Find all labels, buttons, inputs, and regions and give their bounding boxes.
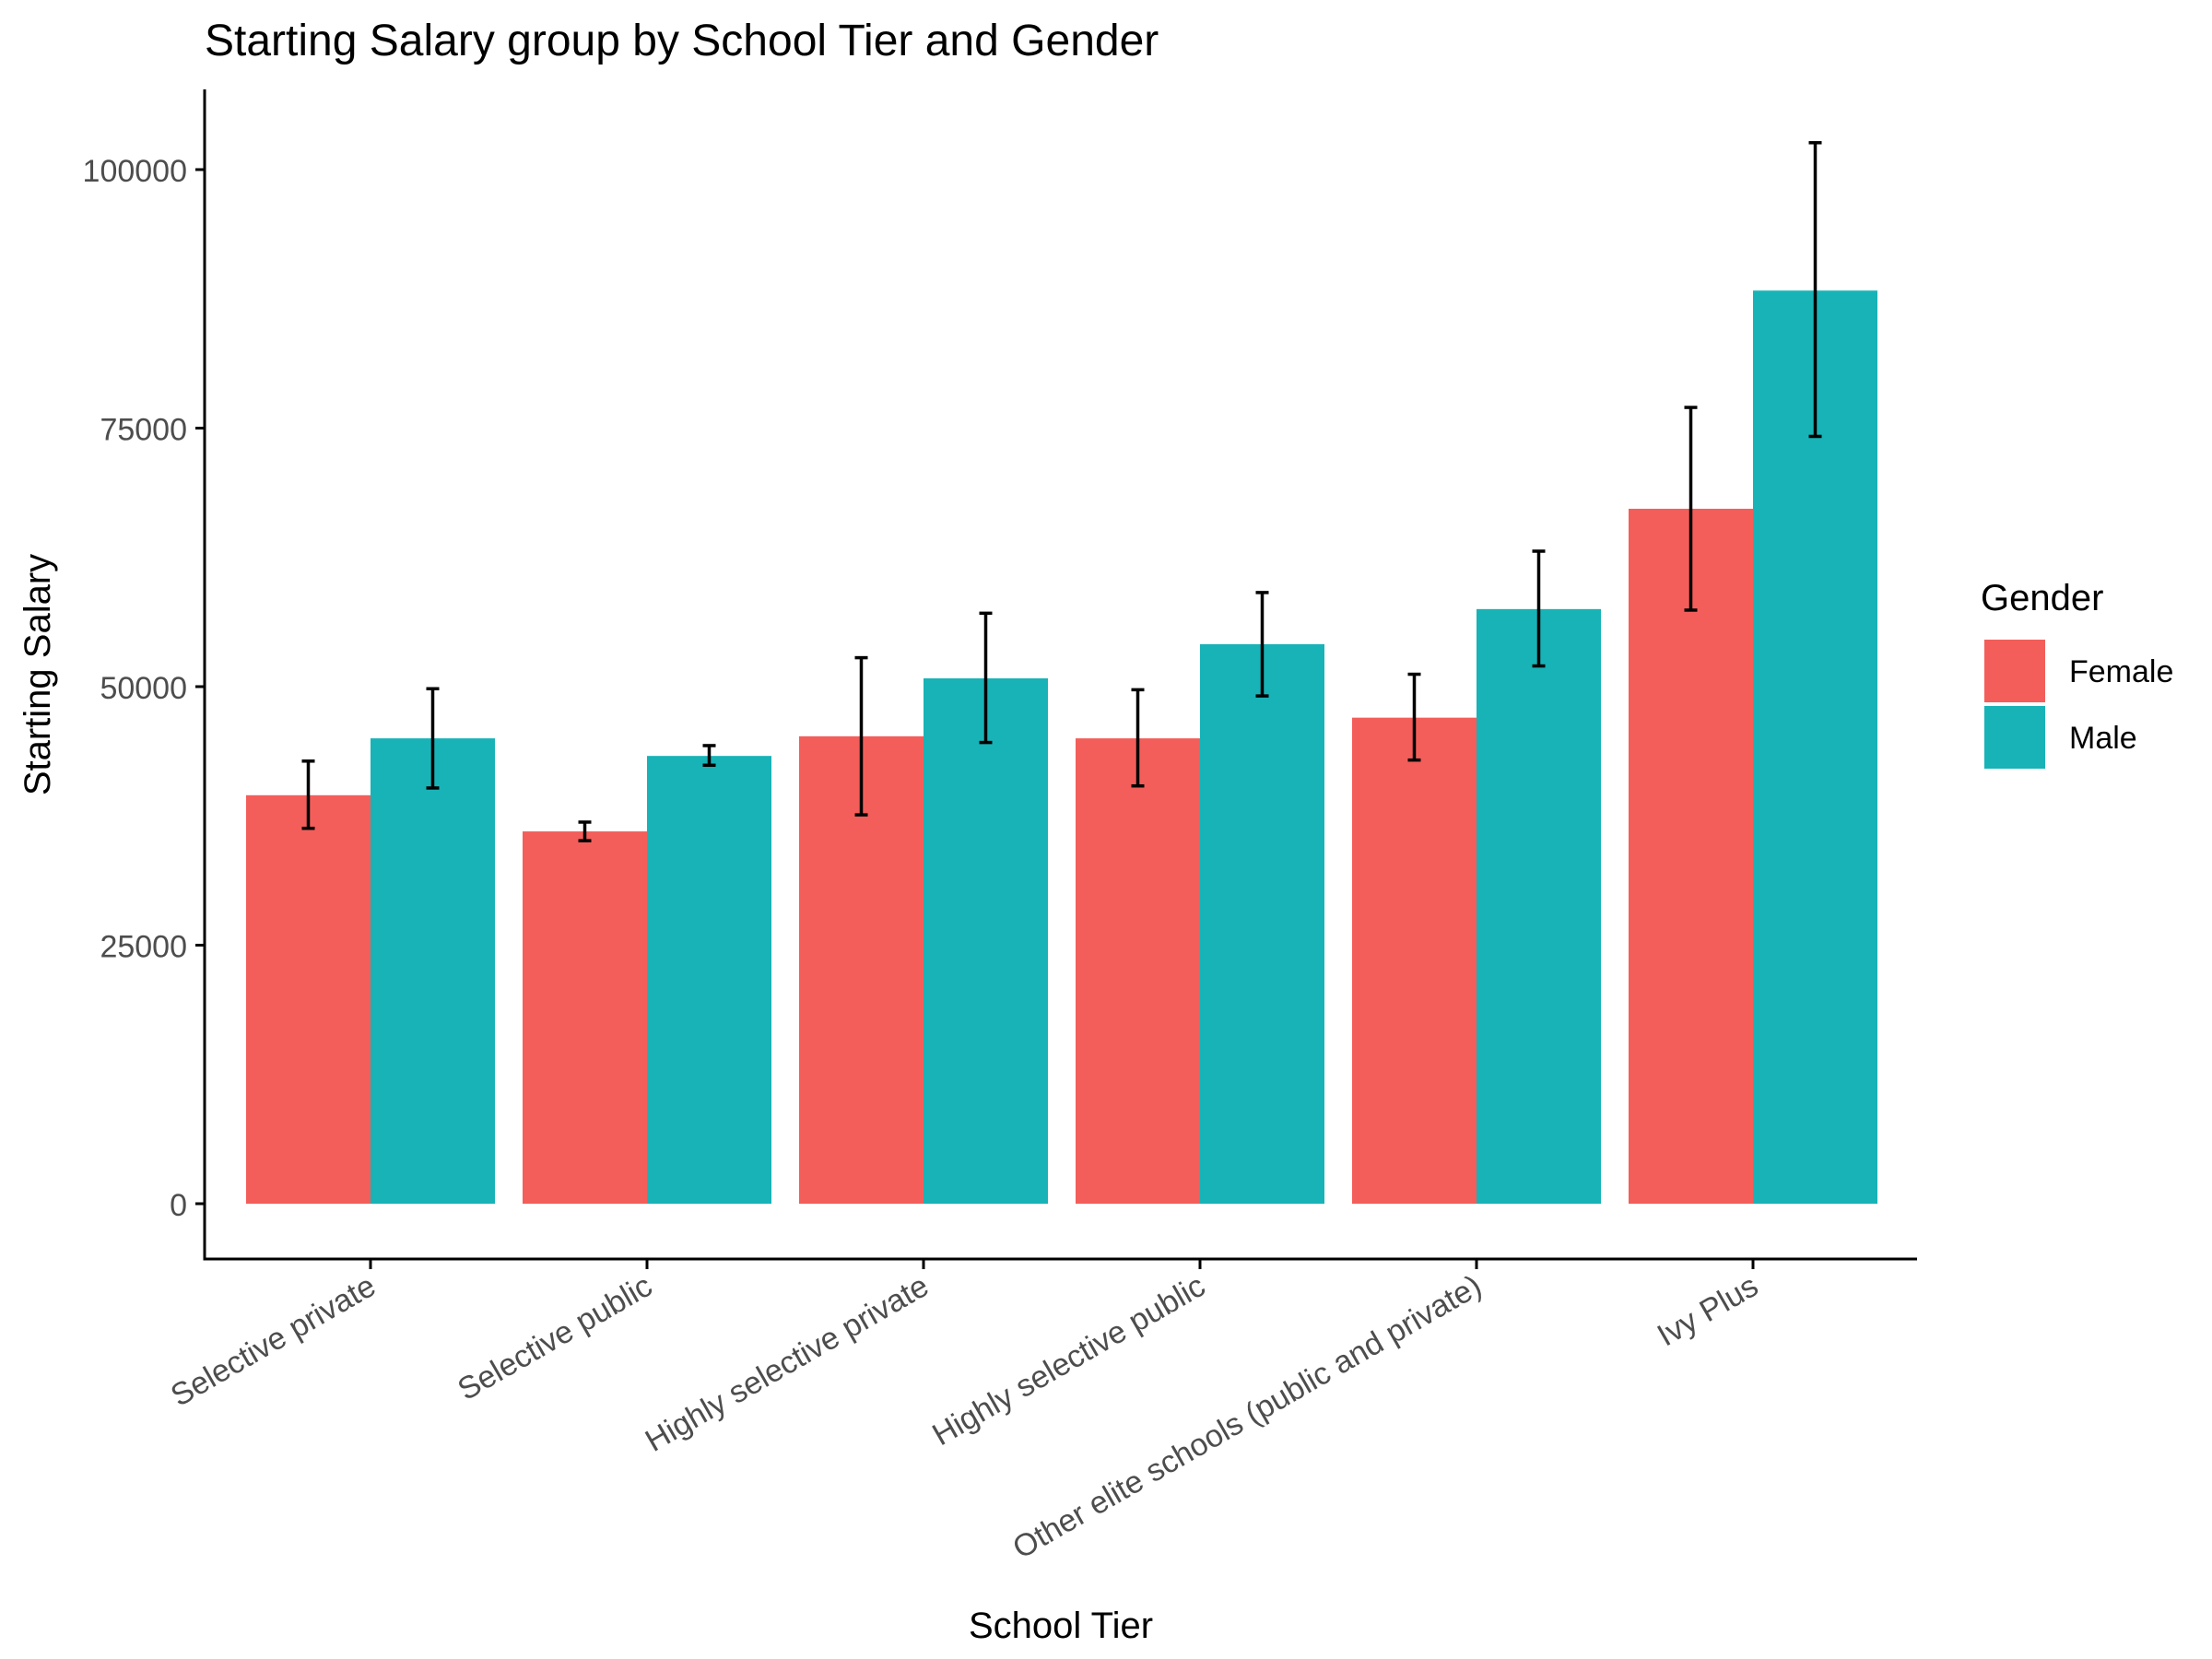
bar-male-1 [647, 756, 771, 1204]
bar-female-3 [1076, 738, 1200, 1204]
bar-male-5 [1753, 290, 1877, 1204]
y-tick-label: 0 [170, 1188, 187, 1223]
y-tick-label: 100000 [83, 154, 187, 189]
error-bar-male-4 [1532, 549, 1546, 668]
x-tick-label: Highly selective public [926, 1268, 1211, 1453]
error-bar-male-3 [1255, 591, 1269, 698]
x-tick-label: Highly selective private [640, 1268, 935, 1459]
x-tick-label: Selective public [452, 1268, 658, 1407]
error-bar-male-0 [426, 687, 440, 790]
plot-area [246, 141, 1877, 1204]
error-bar-male-1 [702, 744, 716, 768]
error-bar-female-2 [854, 655, 868, 817]
bar-female-4 [1352, 717, 1477, 1204]
bar-male-4 [1477, 608, 1601, 1204]
bar-male-0 [371, 738, 495, 1204]
bar-female-0 [246, 794, 371, 1204]
bar-male-2 [924, 678, 1048, 1204]
y-tick-label: 75000 [100, 413, 187, 448]
error-bar-female-4 [1407, 672, 1421, 762]
legend-item-female: Female [1984, 640, 2173, 702]
error-bar-female-3 [1131, 688, 1145, 788]
x-tick-label: Selective private [165, 1268, 382, 1414]
bar-female-1 [523, 831, 647, 1204]
error-bar-female-1 [578, 820, 592, 842]
bar-female-5 [1629, 509, 1753, 1204]
y-axis-ticks: 0 25000 50000 75000 100000 [83, 154, 205, 1223]
error-bar-female-0 [301, 759, 315, 830]
y-tick-label: 50000 [100, 671, 187, 706]
x-axis-title: School Tier [969, 1606, 1153, 1646]
error-bar-male-2 [979, 611, 993, 745]
x-axis-ticks: Selective private Selective publicHighly … [165, 1259, 1764, 1566]
legend-swatch [1984, 640, 2045, 702]
legend-swatch [1984, 706, 2045, 769]
error-bar-female-5 [1684, 406, 1698, 612]
legend-title: Gender [1981, 578, 2103, 618]
x-tick-label: Other elite schools (public and private) [1007, 1268, 1488, 1566]
error-bar-male-5 [1808, 141, 1822, 439]
legend-item-male: Male [1984, 706, 2137, 769]
legend-label: Female [2069, 654, 2173, 689]
chart-title: Starting Salary group by School Tier and… [205, 17, 1159, 65]
x-tick-label: Ivy Plus [1652, 1268, 1764, 1353]
bar-male-3 [1200, 643, 1324, 1204]
legend: Gender Female Male [1981, 578, 2173, 769]
y-axis-title: Starting Salary [18, 554, 58, 795]
y-tick-label: 25000 [100, 930, 187, 965]
legend-label: Male [2069, 721, 2137, 756]
